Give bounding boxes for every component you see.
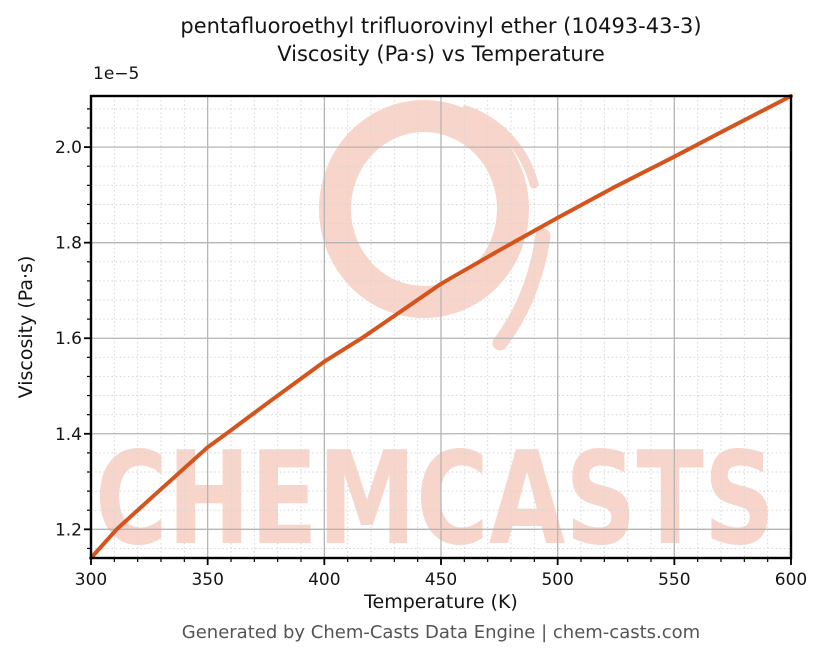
y-tick-label: 1.4: [55, 425, 82, 445]
x-tick-label: 300: [75, 570, 107, 590]
x-axis-label: Temperature (K): [364, 591, 518, 613]
viscosity-curve: [89, 94, 793, 560]
watermark-tail-icon: [492, 228, 551, 351]
y-axis-label: Viscosity (Pa·s): [15, 255, 37, 399]
chart-title: pentafluoroethyl trifluorovinyl ether (1…: [91, 12, 791, 68]
y-tick-label: 2.0: [55, 138, 82, 158]
watermark: CHEMCASTS: [95, 100, 775, 574]
y-axis-offset-label: 1e−5: [93, 64, 140, 84]
watermark-drip-icon: [527, 259, 539, 305]
chart-title-line2: Viscosity (Pa·s) vs Temperature: [277, 42, 605, 66]
x-tick-label: 450: [425, 570, 457, 590]
x-tick-label: 550: [658, 570, 690, 590]
watermark-ring-icon: [319, 100, 529, 318]
watermark-text: CHEMCASTS: [95, 425, 775, 574]
watermark-brush-flick-icon: [461, 105, 539, 189]
x-tick-label: 350: [191, 570, 223, 590]
tick-marks: [84, 108, 792, 565]
footer-credit: Generated by Chem-Casts Data Engine | ch…: [181, 622, 701, 643]
chart-title-line1: pentafluoroethyl trifluorovinyl ether (1…: [180, 14, 702, 38]
x-tick-label: 400: [308, 570, 340, 590]
x-tick-label: 600: [775, 570, 807, 590]
y-tick-label: 1.2: [55, 520, 82, 540]
x-tick-label: 500: [541, 570, 573, 590]
grid-major: [91, 96, 791, 558]
y-tick-label: 1.8: [55, 234, 82, 254]
y-tick-label: 1.6: [55, 329, 82, 349]
